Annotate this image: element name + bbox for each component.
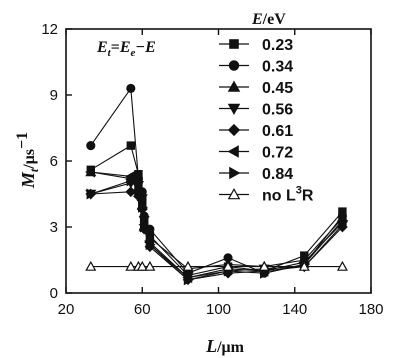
data-point	[126, 141, 136, 150]
x-tick-label: 60	[134, 301, 151, 318]
annotation: Et=Ee−E	[96, 39, 156, 59]
x-tick-label: 140	[282, 301, 307, 318]
data-point	[136, 260, 148, 271]
legend-item: no L3R	[219, 185, 314, 205]
legend-item: 0.72	[219, 145, 293, 162]
series-3	[85, 166, 348, 273]
data-point	[132, 177, 143, 189]
legend-item: 0.56	[219, 102, 293, 119]
data-point	[85, 260, 97, 271]
y-axis-title: Mt/μs−1	[14, 132, 41, 189]
legend-marker	[227, 123, 241, 137]
data-point	[338, 214, 349, 226]
legend: 0.23 0.34 0.45 0.56 0.61 0.72 0.84 no L3R	[219, 37, 314, 205]
data-point	[126, 175, 137, 187]
y-tick-label: 9	[50, 87, 58, 104]
plot-frame	[65, 28, 372, 294]
data-point	[260, 267, 270, 279]
legend-label: 0.61	[262, 123, 293, 140]
data-point	[134, 184, 145, 196]
y-tick-label: 6	[50, 153, 58, 170]
legend-marker	[228, 60, 240, 71]
legend-item: 0.84	[219, 166, 293, 183]
y-tick-label: 12	[41, 21, 58, 38]
legend-marker	[229, 166, 241, 180]
legend-marker	[229, 39, 239, 49]
data-point	[126, 83, 136, 93]
data-point	[145, 239, 156, 251]
data-point	[139, 221, 150, 233]
y-tick-label: 0	[50, 285, 58, 302]
legend-item: 0.61	[219, 123, 293, 140]
legend-label: 0.72	[262, 145, 293, 162]
data-point	[86, 188, 97, 200]
x-tick-label: 180	[358, 301, 383, 318]
x-axis-title: L/μm	[205, 336, 245, 356]
data-point	[183, 274, 194, 286]
data-point	[85, 166, 95, 178]
legend-item: 0.34	[219, 59, 293, 76]
legend-label: 0.45	[262, 80, 293, 97]
data-point	[298, 260, 310, 271]
data-point	[222, 260, 234, 271]
legend-label: 0.56	[262, 102, 293, 119]
legend-marker	[227, 145, 239, 158]
data-point	[182, 260, 194, 271]
series-8	[85, 260, 348, 271]
legend-marker	[227, 188, 241, 200]
data-point	[125, 186, 137, 198]
legend-label: no L3R	[262, 185, 314, 205]
legend-label: 0.84	[262, 166, 293, 183]
data-point	[125, 260, 137, 271]
legend-title: E/eV	[251, 11, 286, 28]
data-point	[138, 201, 148, 213]
data-point	[258, 260, 270, 271]
data-point	[336, 260, 348, 271]
legend-item: 0.23	[219, 37, 293, 54]
legend-label: 0.23	[262, 37, 293, 54]
legend-marker	[227, 103, 241, 115]
legend-marker	[227, 80, 241, 92]
data-point	[144, 260, 156, 271]
data-point	[86, 141, 96, 151]
series-2	[86, 83, 347, 278]
legend-item: 0.45	[219, 80, 293, 97]
legend-label: 0.34	[262, 59, 293, 76]
x-tick-label: 20	[58, 301, 75, 318]
y-tick-label: 3	[50, 219, 58, 236]
x-tick-label: 100	[206, 301, 231, 318]
